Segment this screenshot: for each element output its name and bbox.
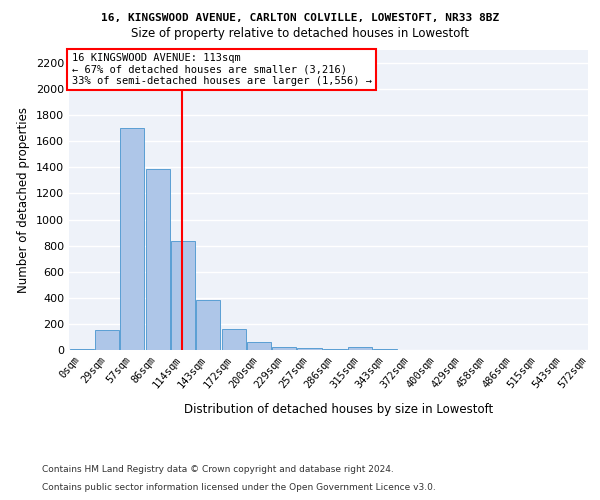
Bar — [171, 241, 195, 350]
Text: Contains HM Land Registry data © Crown copyright and database right 2024.: Contains HM Land Registry data © Crown c… — [42, 465, 394, 474]
Y-axis label: Number of detached properties: Number of detached properties — [17, 107, 31, 293]
Text: Size of property relative to detached houses in Lowestoft: Size of property relative to detached ho… — [131, 28, 469, 40]
Bar — [348, 346, 372, 350]
Bar — [120, 128, 145, 350]
Bar — [272, 348, 296, 350]
Text: 16, KINGSWOOD AVENUE, CARLTON COLVILLE, LOWESTOFT, NR33 8BZ: 16, KINGSWOOD AVENUE, CARLTON COLVILLE, … — [101, 12, 499, 22]
Bar — [196, 300, 220, 350]
Text: 16 KINGSWOOD AVENUE: 113sqm
← 67% of detached houses are smaller (3,216)
33% of : 16 KINGSWOOD AVENUE: 113sqm ← 67% of det… — [71, 53, 371, 86]
Bar — [95, 330, 119, 350]
Bar — [298, 348, 322, 350]
Bar — [70, 348, 94, 350]
Text: Contains public sector information licensed under the Open Government Licence v3: Contains public sector information licen… — [42, 482, 436, 492]
Bar — [146, 168, 170, 350]
Text: Distribution of detached houses by size in Lowestoft: Distribution of detached houses by size … — [184, 402, 494, 415]
Bar — [221, 329, 245, 350]
Bar — [247, 342, 271, 350]
